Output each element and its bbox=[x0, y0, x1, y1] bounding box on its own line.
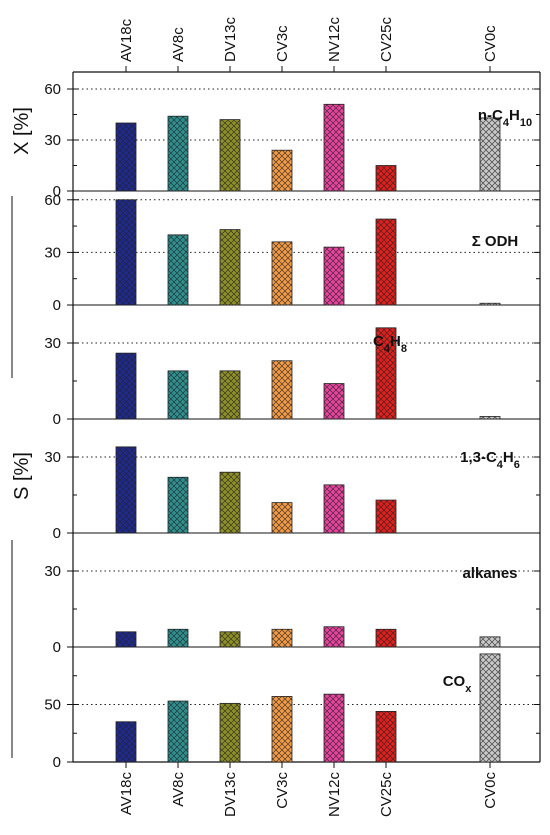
bar-hatch bbox=[115, 446, 137, 534]
x-tick-label-bottom: NV12c bbox=[326, 772, 343, 818]
panel-label: n-C4H10 bbox=[478, 107, 532, 129]
bar-hatch bbox=[375, 628, 397, 648]
x-tick-label-bottom: CV3c bbox=[274, 772, 291, 809]
bar-hatch bbox=[115, 122, 137, 192]
bar-hatch bbox=[167, 476, 189, 534]
bar-hatch bbox=[323, 484, 345, 534]
x-tick-label-bottom: AV8c bbox=[170, 772, 187, 807]
bar-hatch bbox=[323, 383, 345, 420]
panel-label: alkanes bbox=[462, 565, 517, 582]
y-axis-title: X [%] bbox=[11, 107, 33, 155]
bar-hatch bbox=[375, 218, 397, 306]
bar-hatch bbox=[271, 241, 293, 306]
bar-hatch bbox=[375, 711, 397, 763]
bar-hatch bbox=[219, 631, 241, 648]
panel-label: Σ ODH bbox=[472, 233, 519, 250]
y-tick-label: 50 bbox=[44, 697, 61, 714]
plot-area: AV18c AV18c AV8c AV8c DV13c DV13c CV3c CV3c NV12… bbox=[11, 16, 541, 818]
bar-hatch bbox=[271, 628, 293, 648]
bar-hatch bbox=[323, 693, 345, 763]
x-tick-label-top: NV12c bbox=[326, 16, 343, 62]
bar-hatch bbox=[167, 234, 189, 306]
x-tick-label-top: CV3c bbox=[274, 25, 291, 62]
x-tick-label-top: DV13c bbox=[222, 16, 239, 62]
x-tick-label-bottom: CV25c bbox=[378, 772, 395, 818]
y-tick-label: 0 bbox=[53, 639, 61, 656]
y-tick-label: 0 bbox=[53, 525, 61, 542]
bar-hatch bbox=[323, 246, 345, 306]
panel-label: C4H8 bbox=[373, 333, 407, 355]
bar-hatch bbox=[479, 416, 501, 420]
bar-hatch bbox=[219, 471, 241, 534]
panel-label: 1,3-C4H6 bbox=[460, 449, 520, 471]
bar-hatch bbox=[219, 119, 241, 192]
y-tick-label: 0 bbox=[53, 183, 61, 200]
y-tick-label: 30 bbox=[44, 244, 61, 261]
bar-hatch bbox=[167, 370, 189, 420]
bar-hatch bbox=[167, 628, 189, 648]
bar-hatch bbox=[479, 302, 501, 306]
bar-hatch bbox=[375, 327, 397, 420]
y-tick-label: 0 bbox=[53, 297, 61, 314]
y-tick-label: 0 bbox=[53, 754, 61, 771]
bar-hatch bbox=[167, 115, 189, 192]
x-tick-label-bottom: DV13c bbox=[222, 772, 239, 818]
y-tick-label: 30 bbox=[44, 449, 61, 466]
y-tick-label: 30 bbox=[44, 563, 61, 580]
y-tick-label: 30 bbox=[44, 132, 61, 149]
x-tick-label-bottom: AV18c bbox=[118, 772, 135, 816]
bar-hatch bbox=[219, 702, 241, 763]
y-tick-label: 60 bbox=[44, 192, 61, 209]
panel-label: COx bbox=[443, 673, 473, 695]
bar-hatch bbox=[479, 117, 501, 192]
bar-hatch bbox=[271, 696, 293, 763]
bar-hatch bbox=[323, 103, 345, 192]
bar-hatch bbox=[219, 370, 241, 420]
bar-hatch bbox=[271, 502, 293, 534]
x-tick-label-top: AV18c bbox=[118, 18, 135, 62]
y-axis-title: S [%] bbox=[11, 452, 33, 500]
bar-hatch bbox=[479, 636, 501, 648]
y-tick-label: 30 bbox=[44, 335, 61, 352]
bar-hatch bbox=[375, 499, 397, 534]
bar-hatch bbox=[375, 165, 397, 192]
bar-hatch bbox=[479, 653, 501, 763]
bar-hatch bbox=[115, 352, 137, 420]
x-tick-label-bottom: CV0c bbox=[482, 772, 499, 809]
bar-hatch bbox=[115, 631, 137, 648]
x-tick-label-top: AV8c bbox=[170, 27, 187, 62]
bar-hatch bbox=[115, 199, 137, 306]
bar-hatch bbox=[271, 149, 293, 192]
bar-hatch bbox=[323, 626, 345, 648]
x-tick-label-top: CV0c bbox=[482, 25, 499, 62]
bar-hatch bbox=[167, 700, 189, 763]
x-tick-label-top: CV25c bbox=[378, 16, 395, 62]
bar-hatch bbox=[271, 360, 293, 420]
y-tick-label: 0 bbox=[53, 411, 61, 428]
bar-hatch bbox=[219, 229, 241, 306]
y-tick-label: 60 bbox=[44, 81, 61, 98]
bar-hatch bbox=[115, 721, 137, 763]
